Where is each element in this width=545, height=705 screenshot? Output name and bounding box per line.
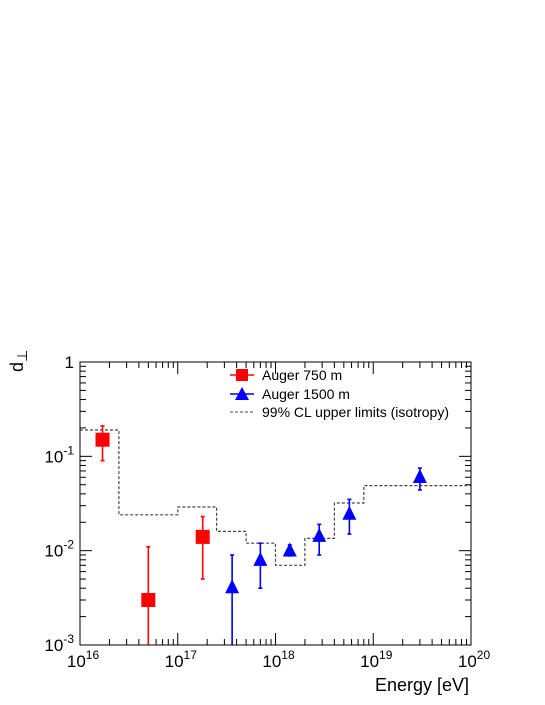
y-tick-label: 10-3 bbox=[44, 632, 74, 655]
x-tick-label-exponent: 19 bbox=[379, 648, 393, 662]
data-point-auger-750 bbox=[195, 529, 210, 544]
y-tick-label-base: 10 bbox=[44, 636, 63, 655]
data-point-auger-1500 bbox=[412, 468, 427, 483]
y-tick-label-base: 10 bbox=[44, 447, 63, 466]
y-tick-label-exponent: -3 bbox=[63, 632, 74, 646]
x-tick-label-exponent: 20 bbox=[477, 648, 491, 662]
y-tick-label-base: 10 bbox=[44, 542, 63, 561]
data-point-auger-750 bbox=[95, 432, 110, 447]
legend-label-upper-limits: 99% CL upper limits (isotropy) bbox=[262, 404, 449, 420]
data-point-auger-1500 bbox=[282, 542, 297, 557]
x-tick-label-exponent: 18 bbox=[281, 648, 295, 662]
legend-label-auger-1500: Auger 1500 m bbox=[262, 386, 350, 402]
y-tick-label-exponent: -1 bbox=[63, 443, 74, 457]
legend: Auger 750 m Auger 1500 m 99% CL upper li… bbox=[230, 367, 449, 420]
x-tick-label: 1016 bbox=[67, 648, 100, 671]
x-axis-title: Energy [eV] bbox=[375, 675, 469, 695]
x-tick-label-base: 10 bbox=[458, 652, 477, 671]
x-tick-label-base: 10 bbox=[67, 652, 86, 671]
data-point-auger-1500 bbox=[312, 527, 327, 542]
y-axis-title-main: d bbox=[7, 362, 27, 372]
data-point-auger-750 bbox=[141, 592, 156, 607]
data-point-auger-1500 bbox=[342, 505, 357, 520]
upper-limit-step-line bbox=[80, 429, 471, 566]
y-tick-label-base: 1 bbox=[65, 353, 74, 372]
x-tick-label-base: 10 bbox=[360, 652, 379, 671]
y-tick-label-exponent: -2 bbox=[63, 538, 74, 552]
x-tick-label-base: 10 bbox=[262, 652, 281, 671]
points-layer bbox=[95, 425, 427, 645]
upper-limit-step-layer bbox=[80, 429, 471, 566]
x-tick-label-exponent: 16 bbox=[86, 648, 100, 662]
data-point-auger-1500 bbox=[225, 579, 240, 594]
y-tick-label: 1 bbox=[65, 353, 74, 372]
x-tick-label-base: 10 bbox=[165, 652, 184, 671]
y-tick-label: 10-2 bbox=[44, 538, 74, 561]
x-tick-label-exponent: 17 bbox=[184, 648, 198, 662]
legend-marker-auger-1500 bbox=[235, 387, 249, 400]
ticks-layer bbox=[79, 362, 471, 646]
y-tick-label: 10-1 bbox=[44, 443, 74, 466]
plot-frame bbox=[79, 361, 472, 646]
y-axis-title: d⊥ bbox=[7, 350, 30, 372]
data-point-auger-1500 bbox=[253, 551, 268, 566]
x-tick-label: 1019 bbox=[360, 648, 393, 671]
x-tick-label: 1020 bbox=[458, 648, 491, 671]
legend-label-auger-750: Auger 750 m bbox=[262, 367, 342, 383]
x-tick-label: 1017 bbox=[165, 648, 198, 671]
legend-marker-auger-750 bbox=[236, 369, 248, 381]
x-tick-label: 1018 bbox=[262, 648, 295, 671]
y-axis-title-subscript: ⊥ bbox=[14, 350, 30, 362]
